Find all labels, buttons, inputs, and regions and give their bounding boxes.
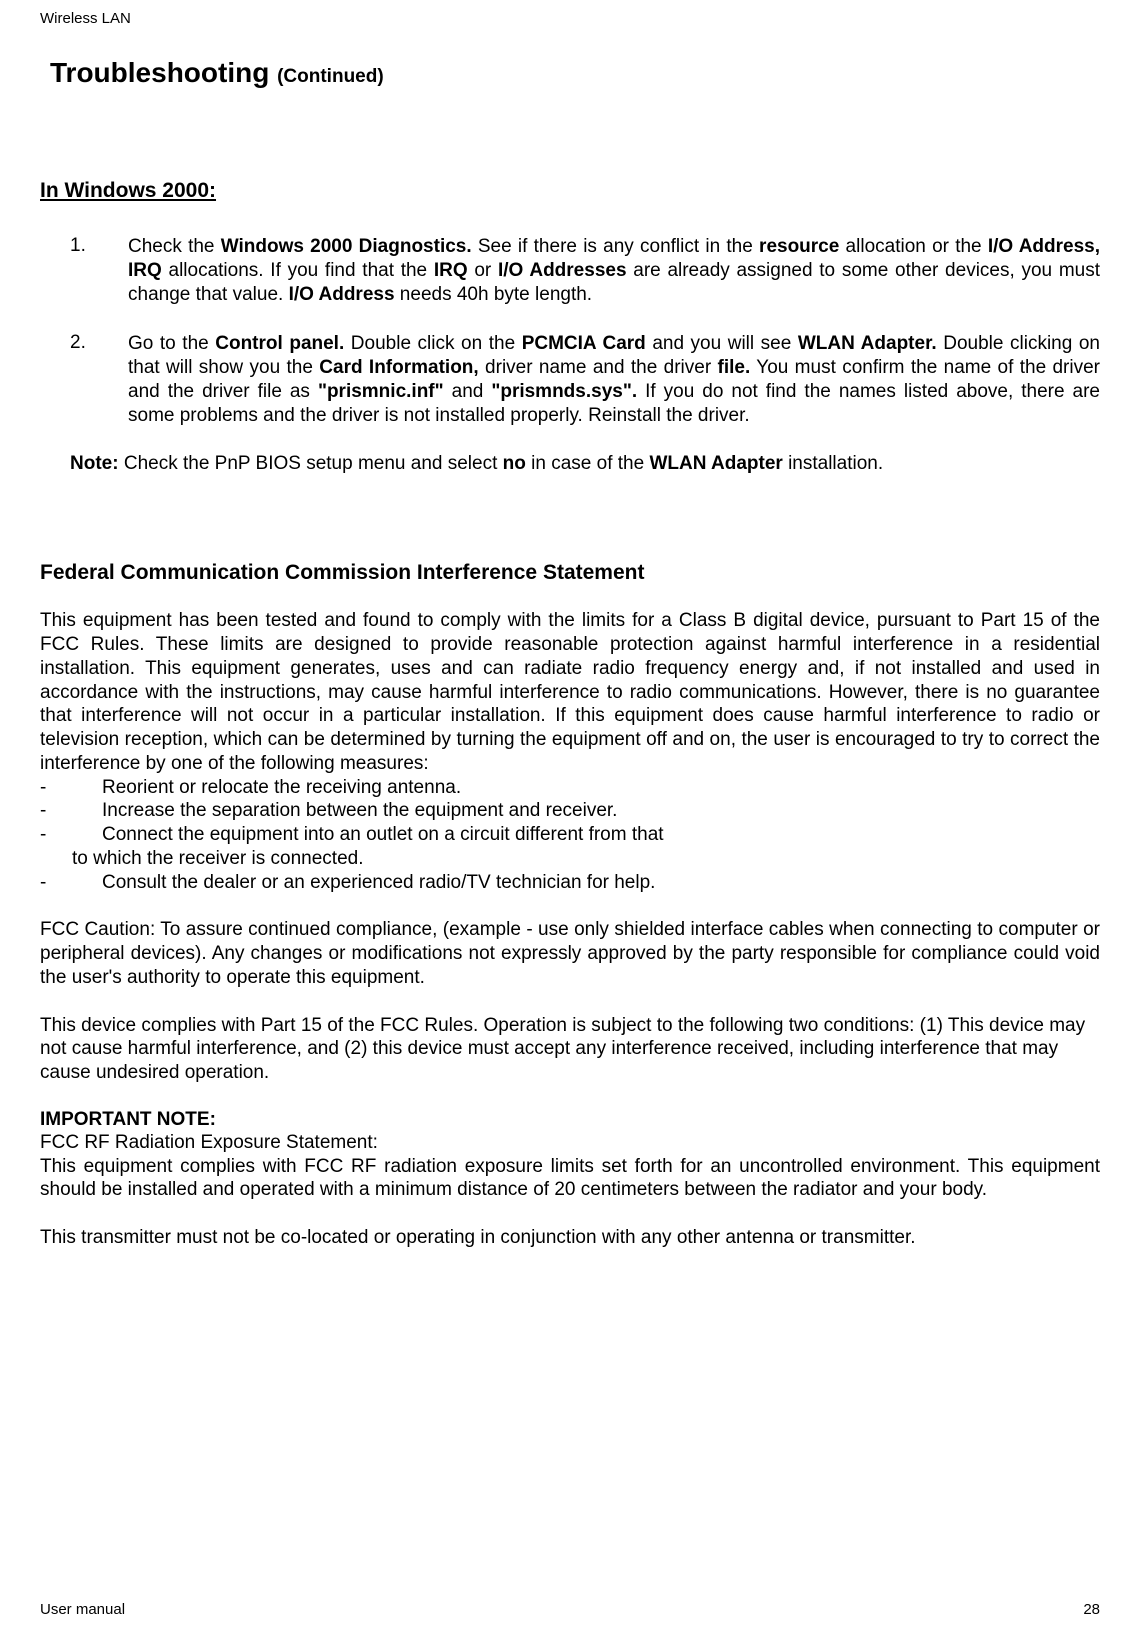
paragraph: This transmitter must not be co-located … (40, 1226, 1100, 1250)
text-bold: "prismnic.inf" (318, 381, 444, 402)
text-bold: PCMCIA Card (522, 333, 646, 354)
dash-mark: - (40, 871, 102, 895)
text-bold: Note: (70, 453, 119, 474)
text-bold: Card Information, (319, 357, 478, 378)
dash-continuation: to which the receiver is connected. (40, 847, 1100, 871)
text-bold: WLAN Adapter. (798, 333, 937, 354)
text-bold: Control panel. (215, 333, 344, 354)
list-item: 2. Go to the Control panel. Double click… (40, 332, 1100, 427)
text: allocations. If you find that the (162, 260, 434, 281)
document-page: Wireless LAN Troubleshooting (Continued)… (0, 0, 1140, 1634)
important-note-label: IMPORTANT NOTE: (40, 1109, 1100, 1131)
dash-mark: - (40, 776, 102, 800)
dash-item: - Connect the equipment into an outlet o… (40, 823, 1100, 847)
text: allocation or the (839, 236, 988, 257)
text: See if there is any conflict in the (472, 236, 759, 257)
item-number: 1. (40, 235, 128, 306)
text: driver name and the driver (479, 357, 718, 378)
paragraph: This device complies with Part 15 of the… (40, 1014, 1100, 1085)
dash-text: Connect the equipment into an outlet on … (102, 823, 1100, 847)
text-bold: "prismnds.sys". (491, 381, 637, 402)
dash-item: - Increase the separation between the eq… (40, 799, 1100, 823)
text-bold: I/O Addresses (498, 260, 627, 281)
text-bold: IRQ (434, 260, 468, 281)
text-bold: resource (759, 236, 839, 257)
text-bold: WLAN Adapter (649, 453, 782, 474)
note-line: Note: Check the PnP BIOS setup menu and … (70, 453, 1100, 475)
numbered-list: 1. Check the Windows 2000 Diagnostics. S… (40, 235, 1100, 427)
text-bold: I/O Address (289, 284, 395, 305)
section-heading-win2000: In Windows 2000: (40, 179, 1100, 203)
title-main: Troubleshooting (50, 57, 277, 88)
paragraph: FCC Caution: To assure continued complia… (40, 918, 1100, 989)
footer-page-number: 28 (1083, 1601, 1100, 1618)
text: Check the (128, 236, 221, 257)
dash-item: - Reorient or relocate the receiving ant… (40, 776, 1100, 800)
text: installation. (783, 453, 883, 474)
text: and you will see (646, 333, 798, 354)
text: or (468, 260, 498, 281)
header-label: Wireless LAN (40, 0, 1100, 27)
page-title-row: Troubleshooting (Continued) (40, 57, 1100, 89)
paragraph: This equipment complies with FCC RF radi… (40, 1155, 1100, 1203)
text: in case of the (526, 453, 650, 474)
dash-list: - Reorient or relocate the receiving ant… (40, 776, 1100, 895)
item-body: Go to the Control panel. Double click on… (128, 332, 1100, 427)
title-continued: (Continued) (277, 66, 384, 87)
dash-item: - Consult the dealer or an experienced r… (40, 871, 1100, 895)
text: and (444, 381, 492, 402)
dash-text: Reorient or relocate the receiving anten… (102, 776, 1100, 800)
dash-mark: - (40, 799, 102, 823)
item-body: Check the Windows 2000 Diagnostics. See … (128, 235, 1100, 306)
footer-left: User manual (40, 1601, 125, 1618)
text: Check the PnP BIOS setup menu and select (119, 453, 503, 474)
dash-mark: - (40, 823, 102, 847)
text: needs 40h byte length. (395, 284, 593, 305)
paragraph: This equipment has been tested and found… (40, 609, 1100, 775)
text-bold: file. (718, 357, 751, 378)
rf-statement-label: FCC RF Radiation Exposure Statement: (40, 1131, 1100, 1155)
item-number: 2. (40, 332, 128, 427)
list-item: 1. Check the Windows 2000 Diagnostics. S… (40, 235, 1100, 306)
section-heading-fcc: Federal Communication Commission Interfe… (40, 561, 1100, 585)
dash-text: Increase the separation between the equi… (102, 799, 1100, 823)
text: Go to the (128, 333, 215, 354)
text-bold: no (503, 453, 526, 474)
text-bold: Windows 2000 Diagnostics. (221, 236, 472, 257)
text: Double click on the (344, 333, 521, 354)
dash-text: Consult the dealer or an experienced rad… (102, 871, 1100, 895)
page-footer: User manual 28 (40, 1601, 1100, 1618)
